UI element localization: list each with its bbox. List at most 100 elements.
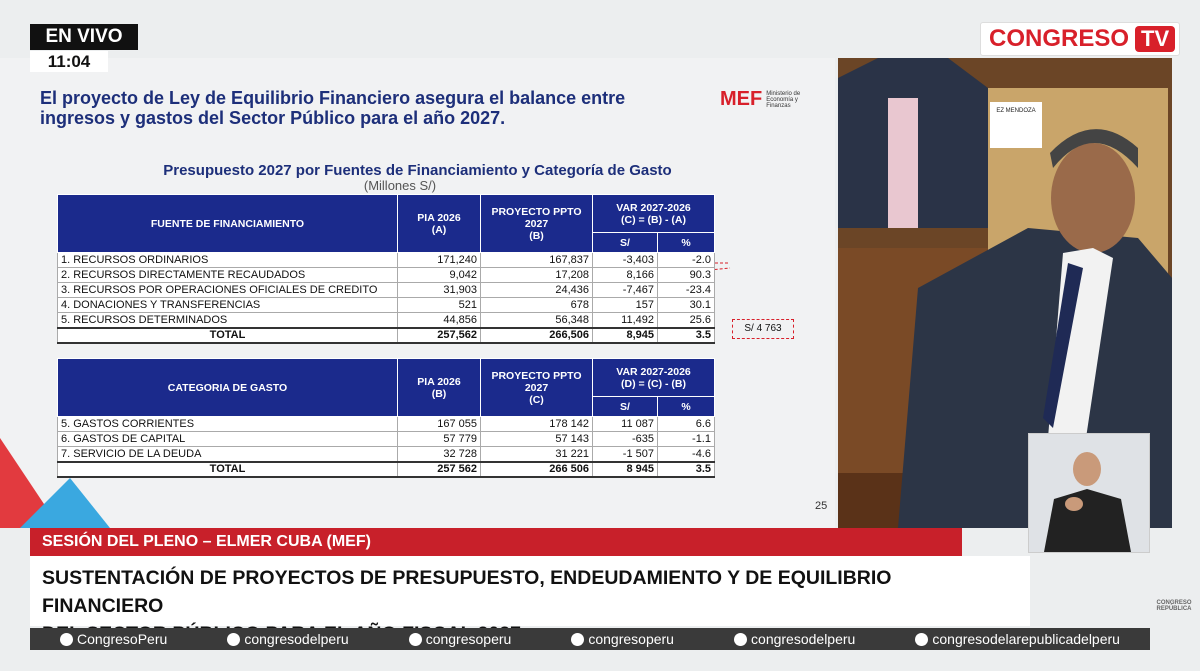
social-text: congresodelarepublicadelperu bbox=[932, 631, 1120, 647]
table-cell: 3.5 bbox=[657, 326, 715, 344]
table-cell: -23.4 bbox=[657, 282, 715, 298]
table-row: 5. GASTOS CORRIENTES 167 055 178 142 11 087… bbox=[57, 416, 715, 432]
table-cell: 257,562 bbox=[397, 326, 481, 344]
table-row: TOTAL 257,562 266,506 8,945 3.5 bbox=[57, 326, 715, 344]
table-cell: -2.0 bbox=[657, 252, 715, 268]
interpreter bbox=[1044, 452, 1131, 552]
table-cell: 6. GASTOS DE CAPITAL bbox=[57, 431, 398, 447]
social-icon bbox=[734, 632, 748, 646]
table-cell: 5. RECURSOS DETERMINADOS bbox=[57, 312, 398, 328]
table-row: 1. RECURSOS ORDINARIOS 171,240 167,837 -3,4… bbox=[57, 252, 715, 268]
table-cell: 90.3 bbox=[657, 267, 715, 283]
header-text: (A) bbox=[431, 223, 447, 236]
social-icon bbox=[571, 632, 585, 646]
table-cell: TOTAL bbox=[57, 326, 398, 344]
table-cell: 2. RECURSOS DIRECTAMENTE RECAUDADOS bbox=[57, 267, 398, 283]
table-cell: -1 507 bbox=[592, 446, 658, 462]
social-handle: CongresoPeru bbox=[60, 631, 167, 647]
table-cell: 4. DONACIONES Y TRANSFERENCIAS bbox=[57, 297, 398, 313]
social-handle: congresodelarepublicadelperu bbox=[915, 631, 1120, 647]
table-cell: 5. GASTOS CORRIENTES bbox=[57, 416, 398, 432]
header-cell: PIA 2026 (A) bbox=[397, 194, 481, 253]
table-cell: 1. RECURSOS ORDINARIOS bbox=[57, 252, 398, 268]
footer-logo: CONGRESO REPÚBLICA bbox=[1152, 600, 1196, 612]
header-cell: % bbox=[657, 396, 715, 417]
header-cell: S/ bbox=[592, 396, 658, 417]
header-text: VAR 2027-2026 bbox=[616, 201, 691, 214]
logo-ministry: Ministerio de Economía y Finanzas bbox=[766, 90, 801, 109]
table-cell: 57 779 bbox=[397, 431, 481, 447]
table-row: TOTAL 257 562 266 506 8 945 3.5 bbox=[57, 460, 715, 478]
headline: SUSTENTACIÓN DE PROYECTOS DE PRESUPUESTO… bbox=[30, 556, 1030, 645]
table-cell: 3. RECURSOS POR OPERACIONES OFICIALES DE… bbox=[57, 282, 398, 298]
header-cell: PROYECTO PPTO 2027 (B) bbox=[480, 194, 593, 253]
table-cell: 11,492 bbox=[592, 312, 658, 328]
footer-logo-line: CONGRESO bbox=[1156, 600, 1192, 606]
table-cell: -635 bbox=[592, 431, 658, 447]
header-text: PIA 2026 bbox=[417, 375, 461, 388]
table-cell: 3.5 bbox=[657, 460, 715, 478]
header-row: CATEGORIA DE GASTO PIA 2026 (B) PROYECTO PP… bbox=[57, 358, 715, 417]
social-handle: congresodelperu bbox=[734, 631, 855, 647]
header-cell: VAR 2027-2026 (D) = (C) - (B) bbox=[592, 358, 715, 397]
table-cell: 178 142 bbox=[480, 416, 593, 432]
slide: El proyecto de Ley de Equilibrio Financi… bbox=[0, 58, 835, 528]
table-cell: TOTAL bbox=[57, 460, 398, 478]
title-line: El proyecto de Ley de Equilibrio Financi… bbox=[40, 88, 626, 108]
page-number: 25 bbox=[815, 500, 828, 512]
header-text: (D) = (C) - (B) bbox=[620, 377, 687, 390]
header-cell: S/ bbox=[592, 232, 658, 253]
social-handle: congresoperu bbox=[408, 631, 512, 647]
title-line: ingresos y gastos del Sector Público par… bbox=[40, 108, 506, 128]
social-icon bbox=[408, 632, 422, 646]
table-cell: 678 bbox=[480, 297, 593, 313]
header-cell: % bbox=[657, 232, 715, 253]
table-row: 3. RECURSOS POR OPERACIONES OFICIALES DE… bbox=[57, 282, 715, 298]
social-text: congresoperu bbox=[588, 631, 674, 647]
social-bar: CongresoPeru congresodelperu congresoperu c… bbox=[30, 628, 1150, 650]
data-table: CATEGORIA DE GASTO PIA 2026 (B) PROYECTO PP… bbox=[57, 358, 715, 478]
table-cell: 11 087 bbox=[592, 416, 658, 432]
table-cell: 167 055 bbox=[397, 416, 481, 432]
table-cell: 57 143 bbox=[480, 431, 593, 447]
table-cell: -3,403 bbox=[592, 252, 658, 268]
live-badge: EN VIVO bbox=[30, 24, 138, 50]
slide-decoration bbox=[0, 438, 110, 528]
table-row: 6. GASTOS DE CAPITAL 57 779 57 143 -635 -1.1 bbox=[57, 431, 715, 447]
table-cell: -1.1 bbox=[657, 431, 715, 447]
table-cell: -4.6 bbox=[657, 446, 715, 462]
table-cell: 56,348 bbox=[480, 312, 593, 328]
table-cell: 521 bbox=[397, 297, 481, 313]
table-row: 7. SERVICIO DE LA DEUDA 32 728 31 221 -1 50… bbox=[57, 446, 715, 462]
table-row: 2. RECURSOS DIRECTAMENTE RECAUDADOS 9,042… bbox=[57, 267, 715, 283]
mef-logo: MEF Ministerio de Economía y Finanzas bbox=[720, 88, 808, 111]
header-text: (B) bbox=[529, 229, 544, 242]
header-text: (B) bbox=[431, 387, 447, 400]
social-icon bbox=[60, 632, 74, 646]
clock: 11:04 bbox=[30, 51, 108, 72]
social-text: congresoperu bbox=[425, 631, 512, 647]
table-cell: 171,240 bbox=[397, 252, 481, 268]
header-text: (C) = (B) - (A) bbox=[620, 213, 687, 226]
annotation-box: S/ 4 763 bbox=[732, 319, 794, 339]
header-cell: PROYECTO PPTO 2027 (C) bbox=[480, 358, 593, 417]
social-handle: congresodelperu bbox=[227, 631, 349, 647]
table-cell: 31,903 bbox=[397, 282, 481, 298]
header-row: FUENTE DE FINANCIAMIENTO PIA 2026 (A) PROYE… bbox=[57, 194, 715, 253]
table-cell: 25.6 bbox=[657, 312, 715, 328]
table-title: Presupuesto 2027 por Fuentes de Financia… bbox=[163, 162, 672, 179]
social-text: CongresoPeru bbox=[77, 631, 168, 647]
data-table: FUENTE DE FINANCIAMIENTO PIA 2026 (A) PROYE… bbox=[57, 194, 715, 344]
table-cell: 32 728 bbox=[397, 446, 481, 462]
header-cell: VAR 2027-2026 (C) = (B) - (A) bbox=[592, 194, 715, 233]
table-cell: 24,436 bbox=[480, 282, 593, 298]
table-cell: 9,042 bbox=[397, 267, 481, 283]
channel-tv: TV bbox=[1135, 26, 1176, 52]
headline-line: SUSTENTACIÓN DE PROYECTOS DE PRESUPUESTO… bbox=[42, 567, 892, 617]
table-row: 4. DONACIONES Y TRANSFERENCIAS 521 678 157 3… bbox=[57, 297, 715, 313]
header-text: VAR 2027-2026 bbox=[616, 365, 691, 378]
header-row: S/% bbox=[58, 396, 715, 417]
header-cell: CATEGORIA DE GASTO bbox=[57, 358, 398, 417]
slide-title: El proyecto de Ley de Equilibrio Financi… bbox=[40, 88, 625, 128]
social-text: congresodelperu bbox=[244, 631, 349, 647]
